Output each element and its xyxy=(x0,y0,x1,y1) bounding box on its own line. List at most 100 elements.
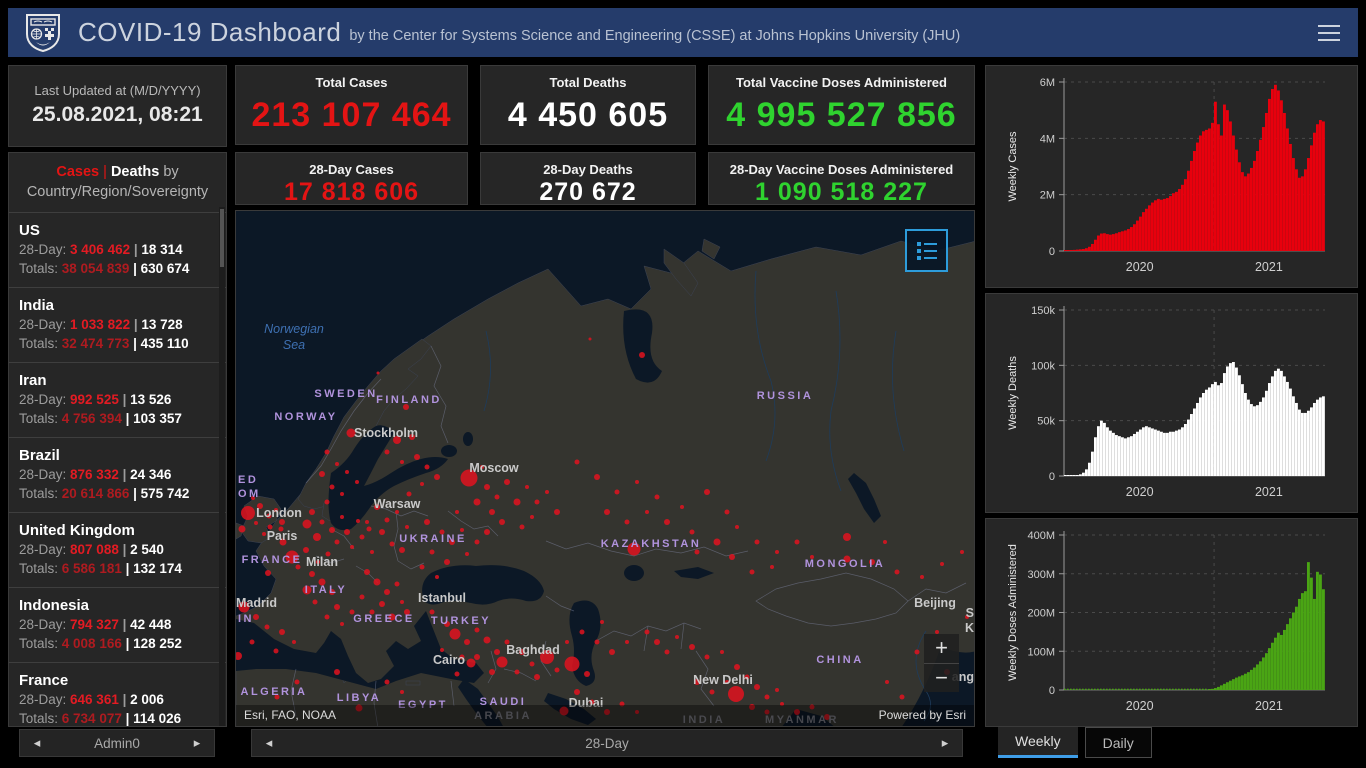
legend-button[interactable] xyxy=(905,229,948,272)
region-totals-line: Totals: 20 614 866 | 575 742 xyxy=(19,486,190,501)
region-list-item[interactable]: United Kingdom 28-Day: 807 088 | 2 540 Tot… xyxy=(9,512,226,587)
bar xyxy=(1106,427,1109,476)
bar xyxy=(1235,149,1238,251)
case-dot xyxy=(389,541,395,547)
case-dot xyxy=(935,630,939,634)
case-dot xyxy=(494,649,500,655)
case-dot xyxy=(444,621,450,627)
region-list-item[interactable]: Indonesia 28-Day: 794 327 | 42 448 Totals:… xyxy=(9,587,226,662)
case-dot xyxy=(455,510,459,514)
region-list-item[interactable]: Brazil 28-Day: 876 332 | 24 346 Totals: 20… xyxy=(9,437,226,512)
bar xyxy=(1151,428,1154,476)
bar xyxy=(1127,437,1130,476)
bar xyxy=(1214,381,1217,476)
case-dot xyxy=(483,636,491,644)
bar xyxy=(1109,688,1111,690)
case-dot xyxy=(279,538,287,546)
region-list-item[interactable]: Iran 28-Day: 992 525 | 13 526 Totals: 4 75… xyxy=(9,362,226,437)
bar xyxy=(1199,688,1201,690)
tab-daily[interactable]: Daily xyxy=(1084,727,1152,758)
map-container[interactable]: Norwegian Sea NORWAY SWEDEN FINLAND Stockholm… xyxy=(235,210,975,727)
bar xyxy=(1139,688,1141,690)
region-value: 3 406 462 xyxy=(70,242,131,257)
bar xyxy=(1178,429,1181,476)
map-label: CHINA xyxy=(816,654,863,666)
bar xyxy=(1193,151,1196,251)
map-label: Dubai xyxy=(569,696,604,710)
bar xyxy=(1190,414,1193,476)
zoom-out-button[interactable]: − xyxy=(924,663,959,692)
total-deaths-panel: Total Deaths 4 450 605 xyxy=(480,65,696,145)
case-dot xyxy=(754,684,760,690)
region-value: | xyxy=(129,261,141,276)
total-vaccine-label: Total Vaccine Doses Administered xyxy=(736,75,947,90)
app-header: COVID-19 Dashboard by the Center for Sys… xyxy=(8,8,1358,57)
list-scrollbar[interactable] xyxy=(219,207,225,726)
case-dot xyxy=(574,459,580,465)
x-tick-label: 2021 xyxy=(1255,485,1283,499)
case-dot xyxy=(564,656,580,672)
case-dot xyxy=(424,519,430,525)
region-list-panel: Cases | Deaths by Country/Region/Soverei… xyxy=(8,152,227,727)
map-label: OM xyxy=(238,488,261,500)
weekly-cases-chart-panel: 0 2M 4M 6M 2020 2021 Weekly Cases xyxy=(985,65,1358,288)
map-label: SWEDEN xyxy=(314,388,377,400)
pager-prev-icon[interactable]: ◂ xyxy=(33,735,41,750)
bar xyxy=(1118,688,1120,690)
y-tick-label: 200M xyxy=(1027,608,1055,620)
region-value: | xyxy=(129,336,141,351)
case-dot xyxy=(704,654,710,660)
bar xyxy=(1148,205,1151,251)
map-label: LIBYA xyxy=(337,692,382,704)
case-dot xyxy=(285,550,299,564)
bar xyxy=(1079,688,1081,690)
region-value: | xyxy=(118,617,131,632)
bar xyxy=(1175,191,1178,251)
bar xyxy=(1103,233,1106,251)
zoom-in-button[interactable]: + xyxy=(935,635,948,660)
y-tick-label: 2M xyxy=(1040,190,1055,202)
bar xyxy=(1211,122,1214,251)
bar xyxy=(1226,366,1229,476)
case-dot xyxy=(729,554,735,560)
bar xyxy=(1118,232,1121,251)
bar xyxy=(1178,688,1180,690)
region-list-item[interactable]: US 28-Day: 3 406 462 | 18 314 Totals: 38 0… xyxy=(9,212,226,287)
region-list-item[interactable]: France 28-Day: 646 361 | 2 006 Totals: 6 7… xyxy=(9,662,226,726)
bar xyxy=(1199,397,1202,476)
chart-svg: 0 2M 4M 6M 2020 2021 Weekly Cases xyxy=(1007,77,1325,274)
case-dot xyxy=(680,505,684,509)
case-dot xyxy=(379,529,385,535)
bar xyxy=(1223,683,1226,690)
tab-weekly[interactable]: Weekly xyxy=(998,727,1078,758)
pager-next-icon[interactable]: ▸ xyxy=(193,735,201,750)
region-28day-line: 28-Day: 876 332 | 24 346 xyxy=(19,467,172,482)
case-dot xyxy=(775,550,779,554)
bar xyxy=(1283,629,1286,690)
bar xyxy=(1142,427,1145,476)
case-dot xyxy=(734,664,740,670)
pager-next-icon[interactable]: ▸ xyxy=(941,735,949,750)
page-title: COVID-19 Dashboard xyxy=(78,17,342,47)
region-value: | xyxy=(129,486,141,501)
region-list-item[interactable]: India 28-Day: 1 033 822 | 13 728 Totals: 3… xyxy=(9,287,226,362)
total-cases-value: 213 107 464 xyxy=(251,96,452,134)
bar xyxy=(1166,198,1169,251)
list-scrollbar-thumb[interactable] xyxy=(220,209,224,267)
pager-prev-icon[interactable]: ◂ xyxy=(265,735,273,750)
case-dot xyxy=(645,510,649,514)
region-value: 575 742 xyxy=(140,486,190,501)
region-value: | xyxy=(130,317,142,332)
bar xyxy=(1088,462,1091,476)
menu-icon[interactable] xyxy=(1318,24,1340,41)
case-dot xyxy=(373,578,381,586)
case-dot xyxy=(627,542,641,556)
bar xyxy=(1097,426,1100,476)
bar xyxy=(1322,121,1325,251)
bar xyxy=(1259,139,1262,251)
case-dot xyxy=(324,499,330,505)
y-tick-label: 50k xyxy=(1037,416,1055,428)
bar xyxy=(1097,688,1099,690)
